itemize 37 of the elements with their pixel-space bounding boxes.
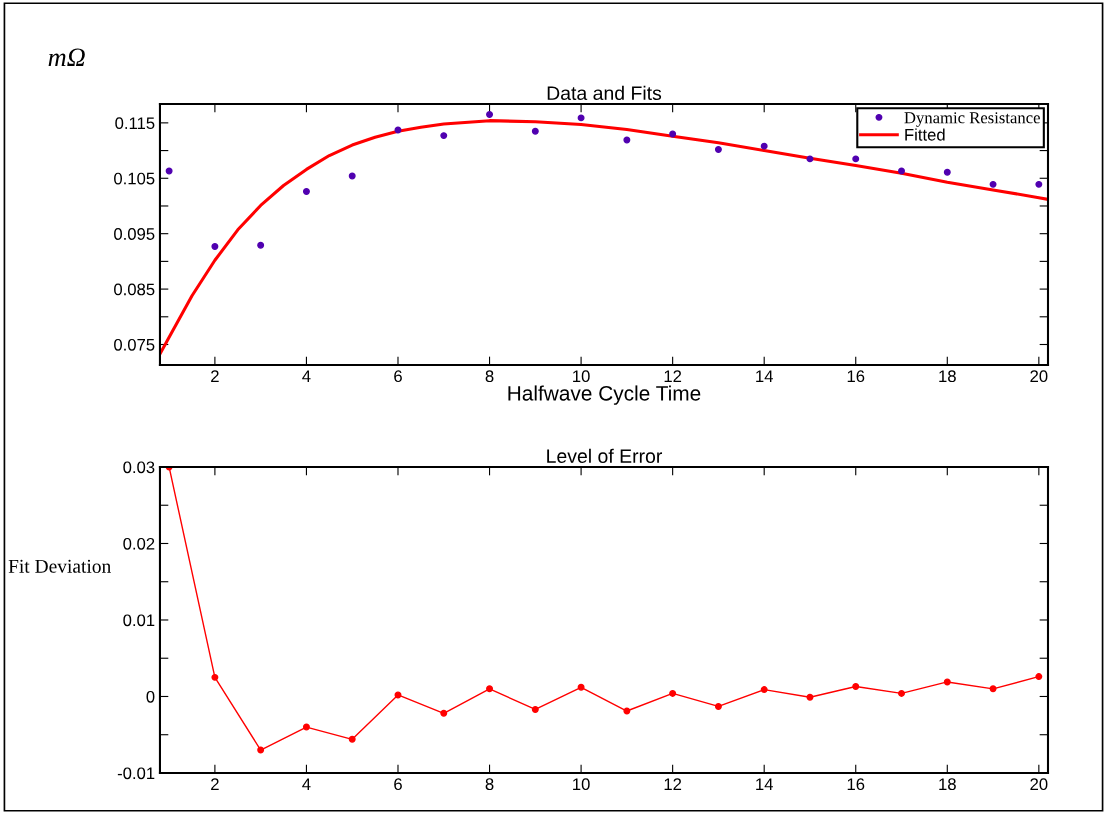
x-tick-label: 16 — [847, 778, 865, 791]
y-tick-label: 0.105 — [114, 172, 155, 185]
y-tick-label: 0.095 — [114, 228, 155, 240]
chart-title: Data and Fits — [547, 85, 662, 101]
x-tick-label: 2 — [211, 778, 219, 790]
x-tick-label: 8 — [485, 370, 494, 383]
y-axis-title: mΩ — [48, 48, 85, 67]
x-tick-label: 20 — [1030, 778, 1048, 791]
x-tick-label: 8 — [485, 778, 494, 791]
y-tick-label: 0.075 — [114, 338, 155, 351]
chart-title: Level of Error — [547, 448, 663, 464]
x-tick-label: 4 — [302, 778, 311, 790]
x-tick-label: 16 — [847, 370, 865, 383]
x-tick-label: 12 — [664, 370, 682, 382]
x-tick-label: 2 — [211, 370, 219, 382]
y-tick-label: 0.085 — [114, 283, 155, 296]
y-tick-label: 0 — [146, 690, 155, 703]
y-tick-label: -0.01 — [117, 767, 155, 780]
x-tick-label: 6 — [394, 370, 402, 383]
x-tick-label: 12 — [664, 778, 682, 790]
y-axis-title: Fit Deviation — [8, 559, 111, 573]
x-tick-label: 10 — [573, 778, 590, 791]
legend-label: Dynamic Resistance — [904, 112, 1040, 127]
x-tick-label: 20 — [1030, 370, 1048, 383]
x-tick-label: 14 — [756, 778, 773, 790]
y-tick-label: 0.115 — [115, 117, 155, 130]
x-tick-label: 18 — [939, 778, 956, 791]
x-tick-label: 10 — [573, 370, 590, 383]
y-tick-label: 0.02 — [123, 537, 155, 550]
x-tick-label: 6 — [394, 778, 402, 791]
y-tick-label: 0.03 — [123, 461, 155, 474]
x-tick-label: 14 — [756, 370, 773, 382]
legend-label: Fitted — [905, 128, 945, 141]
x-tick-label: 18 — [939, 370, 956, 383]
x-axis-title: Halfwave Cycle Time — [508, 385, 701, 405]
y-tick-label: 0.01 — [123, 614, 155, 627]
x-tick-label: 4 — [302, 370, 311, 382]
